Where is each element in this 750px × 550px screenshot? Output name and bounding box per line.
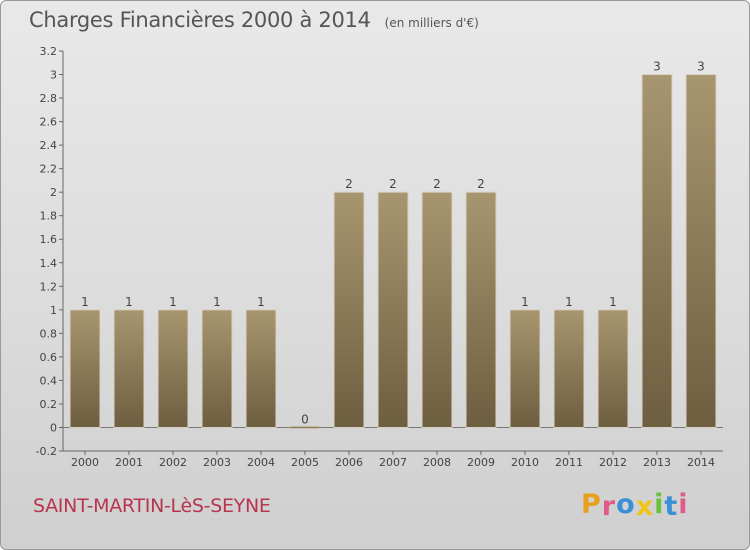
x-tick-label: 2013 — [643, 456, 671, 469]
y-tick-label: 1.4 — [40, 257, 58, 270]
y-tick-label: 2 — [50, 186, 57, 199]
y-tick-label: 0.6 — [40, 351, 58, 364]
y-tick-label: 3.2 — [40, 45, 58, 58]
bar-chart: -0.2 0 0.2 0.4 0.6 0.8 1 1.2 1.4 1.6 1.8 2 2.2 2.4 2.6… — [36, 45, 723, 469]
x-tick-label: 2002 — [159, 456, 187, 469]
x-tick-label: 2006 — [335, 456, 363, 469]
data-label: 1 — [169, 295, 177, 309]
bar — [597, 309, 629, 428]
data-label: 3 — [697, 60, 705, 74]
proxiti-logo: Proxiti — [581, 489, 689, 522]
y-tick-label: 1.2 — [40, 280, 58, 293]
y-tick-label: 1 — [50, 304, 57, 317]
data-label: 2 — [477, 177, 485, 191]
x-tick-label: 2012 — [599, 456, 627, 469]
x-tick-label: 2010 — [511, 456, 539, 469]
y-tick-label: 1.8 — [40, 210, 58, 223]
x-tick-label: 2001 — [115, 456, 143, 469]
data-label: 1 — [213, 295, 221, 309]
logo-letter: r — [601, 491, 617, 522]
bar — [157, 309, 189, 428]
y-tick-label: 0 — [50, 421, 57, 434]
data-label: 1 — [609, 295, 617, 309]
logo-letter: P — [581, 489, 602, 520]
logo-letter: i — [678, 489, 689, 520]
y-tick-label: 0.8 — [40, 327, 58, 340]
bar — [245, 309, 277, 428]
data-label: 1 — [125, 295, 133, 309]
bar — [685, 74, 717, 428]
x-tick-label: 2003 — [203, 456, 231, 469]
bar — [509, 309, 541, 428]
bar — [201, 309, 233, 428]
data-label: 1 — [81, 295, 89, 309]
y-tick-label: 2.8 — [40, 92, 58, 105]
chart-plot-area: -0.2 0 0.2 0.4 0.6 0.8 1 1.2 1.4 1.6 1.8 2 2.2 2.4 2.6… — [36, 45, 723, 469]
bar — [69, 309, 101, 428]
y-tick-label: 2.4 — [40, 139, 58, 152]
chart-title: Charges Financières 2000 à 2014 — [29, 8, 371, 32]
x-tick-label: 2005 — [291, 456, 319, 469]
bar — [289, 426, 321, 429]
x-tick-label: 2014 — [687, 456, 715, 469]
y-tick-label: 1.6 — [40, 233, 58, 246]
x-tick-label: 2011 — [555, 456, 583, 469]
logo-letter: t — [664, 491, 679, 522]
y-tick-label: -0.2 — [36, 445, 57, 458]
x-tick-label: 2007 — [379, 456, 407, 469]
x-tick-label: 2004 — [247, 456, 275, 469]
bar — [333, 191, 365, 428]
bar — [465, 191, 497, 428]
y-tick-label: 2.2 — [40, 163, 58, 176]
bar — [377, 191, 409, 428]
data-label: 1 — [521, 295, 529, 309]
commune-name: SAINT-MARTIN-LèS-SEYNE — [33, 495, 271, 517]
x-tick-label: 2009 — [467, 456, 495, 469]
bar — [641, 74, 673, 428]
data-label: 2 — [389, 177, 397, 191]
x-tick-label: 2000 — [71, 456, 99, 469]
x-tick-label: 2008 — [423, 456, 451, 469]
logo-letter: o — [616, 489, 636, 520]
data-label: 1 — [257, 295, 265, 309]
y-tick-label: 3 — [50, 69, 57, 82]
y-tick-label: 0.4 — [40, 374, 58, 387]
bar — [553, 309, 585, 428]
y-tick-label: 2.6 — [40, 116, 58, 129]
y-tick-label: 0.2 — [40, 398, 58, 411]
chart-unit: (en milliers d'€) — [384, 16, 479, 30]
data-label: 1 — [565, 295, 573, 309]
bar — [421, 191, 453, 428]
data-label: 3 — [653, 60, 661, 74]
chart-title-block: Charges Financières 2000 à 2014 (en milli… — [29, 8, 479, 32]
bar — [113, 309, 145, 428]
logo-letter: i — [654, 489, 665, 520]
logo-letter: x — [635, 491, 655, 522]
data-label: 2 — [345, 177, 353, 191]
data-label: 2 — [433, 177, 441, 191]
data-label: 0 — [301, 412, 309, 426]
